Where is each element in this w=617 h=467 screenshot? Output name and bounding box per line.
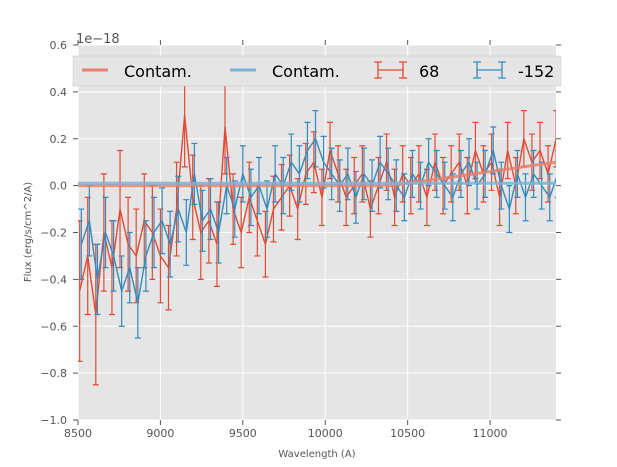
legend-swatch-152: [473, 61, 506, 79]
legend-label-152: -152: [518, 62, 554, 81]
y-tick-label: 0.2: [50, 133, 68, 146]
y-tick-label: 0.0: [50, 180, 68, 193]
ticks: 8500 9000 9500 10000 10500 11000 0.6 0.4 0.2 0.0 −…: [40, 39, 561, 440]
legend-box: [72, 55, 562, 87]
legend-label-contam-blue: Contam.: [272, 62, 340, 81]
y-tick-label: −0.2: [40, 227, 67, 240]
x-tick-label: 8500: [64, 427, 92, 440]
legend-label-contam-orange: Contam.: [124, 62, 192, 81]
data-marks: [78, 63, 556, 386]
x-tick-label: 9500: [229, 427, 257, 440]
error-bar--152: [78, 208, 85, 280]
plot-area: [78, 63, 556, 386]
legend: Contam. Contam. 68 -152: [72, 55, 562, 87]
y-tick-label: −0.6: [40, 320, 67, 333]
y-tick-label: −0.8: [40, 367, 67, 380]
y-axis-label: Flux (erg/s/cm^2/A): [23, 182, 34, 282]
x-tick-label: 10500: [390, 427, 425, 440]
y-tick-label: 0.4: [50, 86, 68, 99]
x-tick-label: 9000: [146, 427, 174, 440]
x-tick-label: 10000: [308, 427, 343, 440]
legend-label-68: 68: [419, 62, 439, 81]
series-line-68: [78, 115, 556, 315]
y-tick-label: 0.6: [50, 39, 68, 52]
x-tick-label: 11000: [473, 427, 508, 440]
error-bar--152: [554, 149, 556, 198]
y-tick-label: −1.0: [40, 414, 67, 427]
y-offset-label: 1e−18: [76, 32, 120, 47]
legend-swatch-68: [374, 61, 407, 79]
x-axis-label: Wavelength (A): [278, 449, 355, 460]
error-bar-68: [553, 110, 556, 168]
y-tick-label: −0.4: [40, 273, 67, 286]
contam-line-0: [78, 160, 556, 188]
